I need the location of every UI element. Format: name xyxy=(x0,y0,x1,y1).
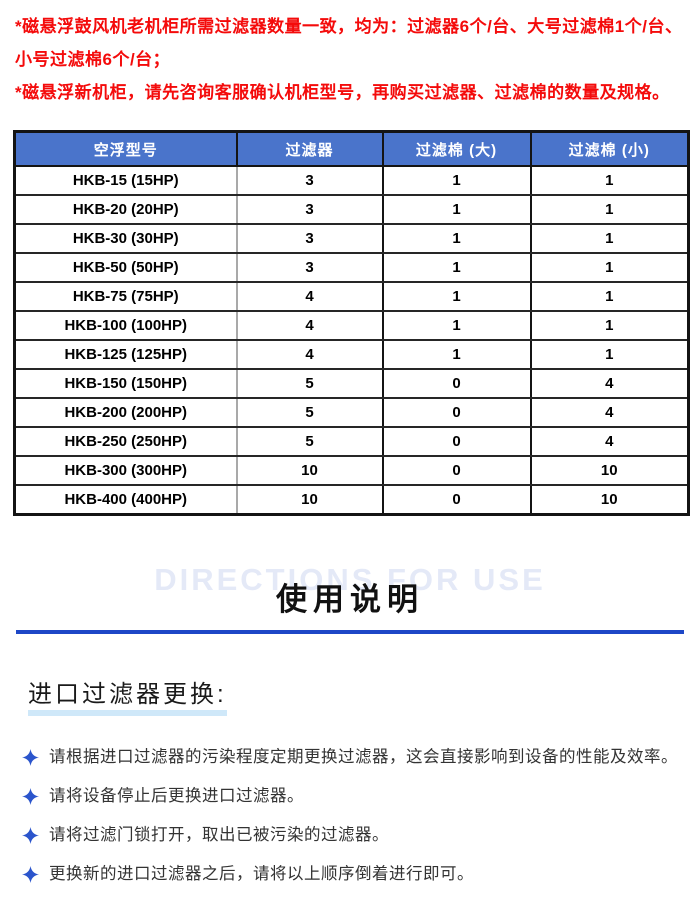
model-cell: HKB-200 (200HP) xyxy=(14,397,238,428)
quantity-cell: 5 xyxy=(236,368,384,399)
quantity-cell: 3 xyxy=(236,223,384,254)
table-header-cell: 过滤棉 (小) xyxy=(529,130,690,167)
table-row: HKB-400 (400HP) 10 0 10 xyxy=(14,484,689,516)
model-cell: HKB-20 (20HP) xyxy=(14,194,238,225)
star-bullet-icon xyxy=(22,866,39,883)
section-title: 使用说明 xyxy=(276,582,424,617)
quantity-cell: 3 xyxy=(236,252,384,283)
table-row: HKB-150 (150HP) 5 0 4 xyxy=(14,368,689,399)
table-row: HKB-15 (15HP) 3 1 1 xyxy=(14,165,689,196)
star-bullet-icon xyxy=(22,788,39,805)
table-row: HKB-300 (300HP) 10 0 10 xyxy=(14,455,689,486)
usage-list-item: 更换新的进口过滤器之后，请将以上顺序倒着进行即可。 xyxy=(22,857,684,891)
table-row: HKB-250 (250HP) 5 0 4 xyxy=(14,426,689,457)
usage-item-text: 请将过滤门锁打开，取出已被污染的过滤器。 xyxy=(49,826,389,844)
top-notes: *磁悬浮鼓风机老机柜所需过滤器数量一致，均为：过滤器6个/台、大号过滤棉1个/台… xyxy=(15,10,686,109)
model-cell: HKB-300 (300HP) xyxy=(14,455,238,486)
table-row: HKB-125 (125HP) 4 1 1 xyxy=(14,339,689,370)
model-cell: HKB-50 (50HP) xyxy=(14,252,238,283)
table-row: HKB-100 (100HP) 4 1 1 xyxy=(14,310,689,341)
quantity-cell: 10 xyxy=(236,455,384,486)
section-divider xyxy=(16,630,684,634)
quantity-cell: 1 xyxy=(382,252,532,283)
table-header-cell: 过滤棉 (大) xyxy=(381,130,532,167)
table-row: HKB-50 (50HP) 3 1 1 xyxy=(14,252,689,283)
quantity-cell: 4 xyxy=(236,339,384,370)
quantity-cell: 5 xyxy=(236,426,384,457)
quantity-cell: 5 xyxy=(236,397,384,428)
model-cell: HKB-100 (100HP) xyxy=(14,310,238,341)
quantity-cell: 1 xyxy=(530,194,689,225)
quantity-cell: 1 xyxy=(382,165,532,196)
quantity-cell: 3 xyxy=(236,165,384,196)
product-detail-page: *磁悬浮鼓风机老机柜所需过滤器数量一致，均为：过滤器6个/台、大号过滤棉1个/台… xyxy=(0,10,700,901)
model-cell: HKB-30 (30HP) xyxy=(14,223,238,254)
quantity-cell: 4 xyxy=(236,281,384,312)
quantity-cell: 0 xyxy=(382,426,532,457)
quantity-cell: 1 xyxy=(382,339,532,370)
quantity-cell: 0 xyxy=(382,455,532,486)
star-bullet-icon xyxy=(22,749,39,766)
table-header-row: 空浮型号 过滤器 过滤棉 (大) 过滤棉 (小) xyxy=(13,130,690,167)
table-row: HKB-200 (200HP) 5 0 4 xyxy=(14,397,689,428)
table-row: HKB-20 (20HP) 3 1 1 xyxy=(14,194,689,225)
note-line-2: *磁悬浮新机柜，请先咨询客服确认机柜型号，再购买过滤器、过滤棉的数量及规格。 xyxy=(15,83,670,102)
model-cell: HKB-125 (125HP) xyxy=(14,339,238,370)
subsection-heading: 进口过滤器更换: xyxy=(28,674,227,716)
section-watermark: DIRECTIONS FOR USE xyxy=(154,562,546,597)
usage-item-text: 更换新的进口过滤器之后，请将以上顺序倒着进行即可。 xyxy=(49,865,474,883)
quantity-cell: 4 xyxy=(530,397,689,428)
model-cell: HKB-400 (400HP) xyxy=(14,484,238,516)
quantity-cell: 4 xyxy=(530,368,689,399)
model-cell: HKB-250 (250HP) xyxy=(14,426,238,457)
table-header-cell: 过滤器 xyxy=(235,130,384,167)
usage-item-text: 请将设备停止后更换进口过滤器。 xyxy=(49,787,304,805)
quantity-cell: 4 xyxy=(530,426,689,457)
usage-list-item: 请根据进口过滤器的污染程度定期更换过滤器，这会直接影响到设备的性能及效率。 xyxy=(22,740,684,774)
table-row: HKB-75 (75HP) 4 1 1 xyxy=(14,281,689,312)
quantity-cell: 1 xyxy=(530,223,689,254)
quantity-cell: 1 xyxy=(382,194,532,225)
quantity-cell: 1 xyxy=(382,310,532,341)
quantity-cell: 1 xyxy=(530,252,689,283)
model-cell: HKB-75 (75HP) xyxy=(14,281,238,312)
star-bullet-icon xyxy=(22,827,39,844)
quantity-cell: 0 xyxy=(382,484,532,516)
quantity-cell: 3 xyxy=(236,194,384,225)
quantity-cell: 10 xyxy=(236,484,384,516)
quantity-cell: 4 xyxy=(236,310,384,341)
table-header-cell: 空浮型号 xyxy=(13,130,238,167)
quantity-cell: 10 xyxy=(530,484,689,516)
table-row: HKB-30 (30HP) 3 1 1 xyxy=(14,223,689,254)
quantity-cell: 1 xyxy=(530,339,689,370)
quantity-cell: 1 xyxy=(530,165,689,196)
filter-table-body: HKB-15 (15HP) 3 1 1 HKB-20 (20HP) 3 1 1 HKB-30 (… xyxy=(14,165,689,516)
quantity-cell: 1 xyxy=(530,281,689,312)
model-cell: HKB-150 (150HP) xyxy=(14,368,238,399)
usage-list-item: 请将设备停止后更换进口过滤器。 xyxy=(22,779,684,813)
quantity-cell: 1 xyxy=(382,223,532,254)
usage-list-item: 请将过滤门锁打开，取出已被污染的过滤器。 xyxy=(22,818,684,852)
quantity-cell: 0 xyxy=(382,368,532,399)
filter-quantity-table: 空浮型号 过滤器 过滤棉 (大) 过滤棉 (小) HKB-15 (15HP) 3 1 1 HK… xyxy=(13,130,690,516)
quantity-cell: 1 xyxy=(530,310,689,341)
quantity-cell: 0 xyxy=(382,397,532,428)
usage-item-text: 请根据进口过滤器的污染程度定期更换过滤器，这会直接影响到设备的性能及效率。 xyxy=(49,748,678,766)
usage-list: 请根据进口过滤器的污染程度定期更换过滤器，这会直接影响到设备的性能及效率。 请将设… xyxy=(22,740,684,891)
usage-section-header: DIRECTIONS FOR USE 使用说明 xyxy=(0,562,700,626)
quantity-cell: 1 xyxy=(382,281,532,312)
quantity-cell: 10 xyxy=(530,455,689,486)
model-cell: HKB-15 (15HP) xyxy=(14,165,238,196)
note-line-1: *磁悬浮鼓风机老机柜所需过滤器数量一致，均为：过滤器6个/台、大号过滤棉1个/台… xyxy=(15,17,683,69)
